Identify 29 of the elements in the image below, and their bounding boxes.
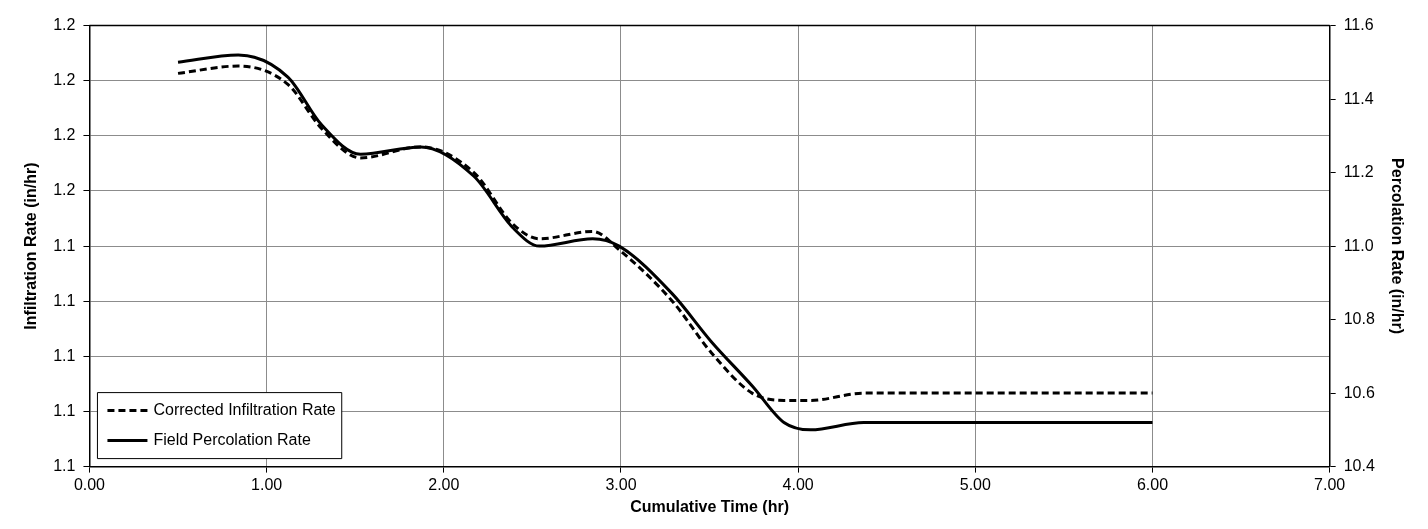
x-tick-label: 3.00 bbox=[605, 475, 637, 493]
legend-label: Corrected Infiltration Rate bbox=[153, 401, 336, 419]
x-tick-label: 4.00 bbox=[782, 475, 814, 493]
x-axis-title: Cumulative Time (hr) bbox=[630, 497, 789, 515]
y-tick-label: 1.2 bbox=[53, 181, 76, 199]
y-tick-label: 1.1 bbox=[53, 401, 76, 419]
y-axis-title: Infiltration Rate (in/hr) bbox=[22, 162, 40, 330]
legend-label: Field Percolation Rate bbox=[153, 431, 311, 449]
y-tick-label: 1.1 bbox=[53, 236, 76, 254]
x-tick-label: 2.00 bbox=[428, 475, 460, 493]
y2-tick-label: 11.6 bbox=[1343, 16, 1374, 34]
y-tick-label: 1.1 bbox=[53, 346, 76, 364]
y-tick-label: 1.2 bbox=[53, 16, 76, 34]
y2-tick-label: 10.6 bbox=[1343, 383, 1375, 401]
y-tick-label: 1.2 bbox=[53, 71, 76, 89]
y2-tick-label: 11.2 bbox=[1343, 163, 1374, 181]
y-tick-label: 1.2 bbox=[53, 126, 76, 144]
y2-tick-label: 11.0 bbox=[1343, 236, 1374, 254]
x-tick-label: 5.00 bbox=[959, 475, 991, 493]
y2-tick-label: 10.4 bbox=[1343, 457, 1375, 475]
y2-tick-label: 11.4 bbox=[1343, 89, 1374, 107]
y-tick-label: 1.1 bbox=[53, 457, 76, 475]
x-tick-label: 0.00 bbox=[73, 475, 106, 493]
x-tick-label: 7.00 bbox=[1314, 475, 1346, 493]
x-tick-label: 1.00 bbox=[251, 475, 283, 493]
y2-axis-title: Percolation Rate (in/hr) bbox=[1388, 158, 1406, 335]
x-tick-label: 6.00 bbox=[1136, 475, 1169, 493]
y2-tick-label: 10.8 bbox=[1343, 310, 1375, 328]
y-tick-label: 1.1 bbox=[53, 291, 76, 309]
